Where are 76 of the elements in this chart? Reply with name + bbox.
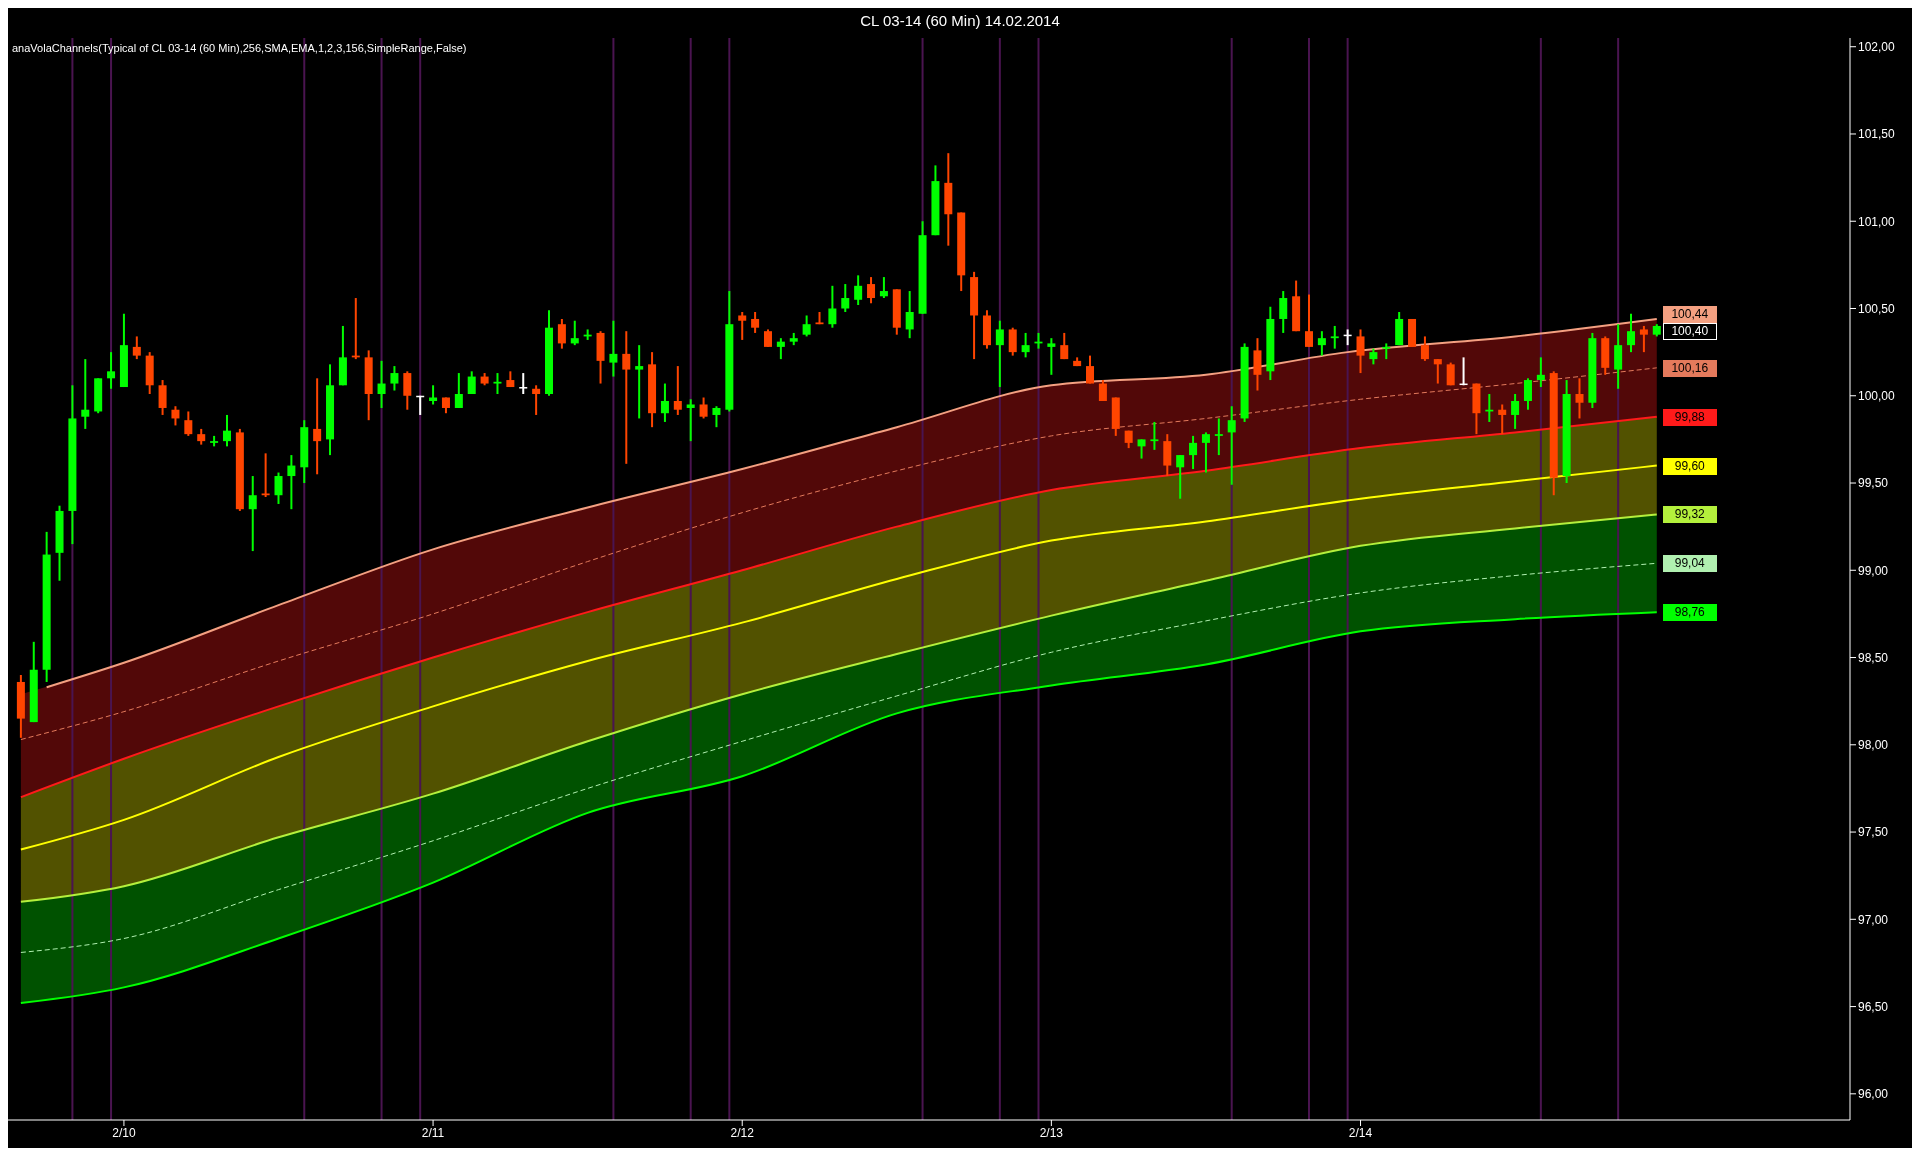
x-tick-label: 2/10: [112, 1125, 136, 1140]
chart-title: CL 03-14 (60 Min) 14.02.2014: [859, 12, 1061, 29]
candlestick: [828, 284, 837, 329]
annotation: 100,16: [1662, 359, 1717, 377]
y-tick-label: 101,50: [1858, 127, 1896, 142]
candlestick: [879, 276, 888, 300]
candlestick: [1382, 342, 1391, 361]
candlestick: [403, 370, 412, 411]
x-tick-label: 2/13: [1039, 1125, 1064, 1140]
candlestick: [776, 337, 785, 361]
y-tick-label: 98,50: [1858, 650, 1889, 665]
annotation: 99,04: [1662, 555, 1717, 573]
candlestick: [454, 372, 463, 409]
candlestick: [1639, 324, 1648, 354]
candlestick: [751, 310, 760, 334]
candlestick: [1086, 354, 1095, 385]
candlestick: [1330, 324, 1339, 350]
candlestick: [854, 274, 863, 307]
candlestick: [609, 319, 618, 378]
y-tick-label: 102,00: [1858, 39, 1896, 54]
candlestick: [699, 396, 708, 420]
y-tick-label: 99,00: [1858, 563, 1889, 578]
candlestick: [867, 276, 876, 305]
y-tick-label: 96,00: [1858, 1087, 1889, 1102]
candlestick: [1021, 331, 1030, 359]
candlestick: [557, 317, 566, 350]
candlestick: [532, 384, 541, 416]
candlestick: [1433, 358, 1442, 385]
candlestick: [660, 382, 669, 423]
y-tick-label: 100,00: [1858, 389, 1896, 404]
candlestick: [673, 365, 682, 416]
candlestick: [1627, 312, 1636, 354]
candlestick: [738, 310, 747, 341]
candlestick: [132, 335, 141, 361]
candlestick: [1279, 290, 1288, 334]
candlestick: [802, 314, 811, 338]
annotation: 99,60: [1662, 457, 1717, 475]
x-tick-label: 2/11: [421, 1125, 445, 1140]
y-tick-label: 99,50: [1858, 476, 1889, 491]
y-tick-label: 98,00: [1858, 738, 1889, 753]
candlestick: [1304, 293, 1313, 348]
annotation: 100,44: [1662, 305, 1717, 323]
y-tick-label: 97,50: [1858, 825, 1889, 840]
y-tick-label: 97,00: [1858, 912, 1889, 927]
candlestick: [905, 290, 914, 340]
candlestick: [570, 319, 579, 347]
y-tick-label: 101,00: [1858, 214, 1896, 229]
candlestick: [81, 358, 90, 430]
chart-subtitle: anaVolaChannels(Typical of CL 03-14 (60 Min),256,SMA,EMA,1,2,3,156,SimpleRange,False): [12, 42, 467, 54]
candlestick: [377, 359, 386, 409]
candlestick: [1317, 330, 1326, 357]
y-tick-label: 100,50: [1858, 301, 1896, 316]
candlestick: [519, 372, 528, 396]
y-tick-label: 96,50: [1858, 999, 1889, 1014]
candlestick: [1356, 328, 1365, 375]
candlestick: [1536, 356, 1545, 389]
x-tick-label: 2/14: [1348, 1125, 1373, 1140]
candlestick: [107, 351, 116, 390]
candlestick: [1098, 379, 1107, 402]
candlestick: [158, 379, 167, 416]
candlestick: [995, 319, 1004, 389]
annotation: 98,76: [1662, 604, 1717, 622]
candlestick: [493, 372, 502, 396]
candlestick: [390, 365, 399, 392]
annotation: 100,40: [1662, 322, 1717, 340]
candlestick: [1420, 335, 1429, 362]
annotation: 99,88: [1662, 408, 1717, 426]
candlestick: [1575, 377, 1584, 420]
candlestick: [1008, 326, 1017, 357]
x-tick-label: 2/12: [730, 1125, 755, 1140]
candlestick: [635, 344, 644, 420]
candlestick: [1047, 337, 1056, 376]
candlestick: [1523, 377, 1532, 411]
candlestick: [841, 283, 850, 313]
candlestick: [1060, 331, 1069, 361]
annotation: 99,32: [1662, 506, 1717, 524]
